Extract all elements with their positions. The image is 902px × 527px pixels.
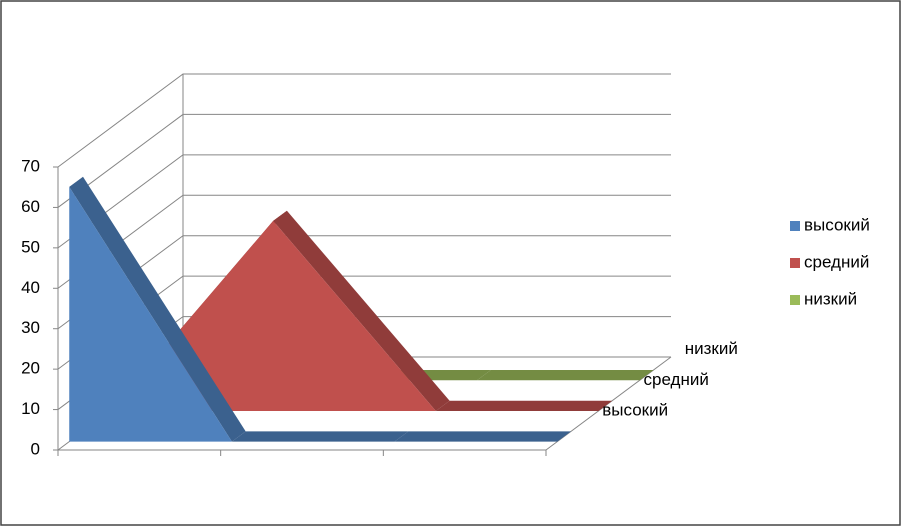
area-top — [231, 431, 409, 442]
area-top — [394, 431, 571, 442]
y-tick-label: 40 — [21, 278, 40, 297]
y-tick-label: 10 — [21, 399, 40, 418]
legend-label: низкий — [804, 289, 857, 308]
legend-swatch — [790, 295, 800, 305]
y-tick-label: 70 — [21, 156, 40, 175]
area — [110, 220, 599, 411]
y-tick-label: 50 — [21, 237, 40, 256]
area-top — [477, 370, 654, 381]
y-tick-label: 30 — [21, 318, 40, 337]
area-top — [435, 400, 613, 411]
y-tick-label: 60 — [21, 197, 40, 216]
depth-label: средний — [644, 370, 709, 389]
y-tick-label: 20 — [21, 359, 40, 378]
legend-swatch — [790, 221, 800, 231]
legend-label: высокий — [804, 215, 870, 234]
area-top — [69, 176, 246, 442]
depth-label: низкий — [685, 339, 738, 358]
legend-swatch — [790, 258, 800, 268]
depth-label: высокий — [602, 401, 668, 420]
legend-label: средний — [804, 252, 869, 271]
area — [69, 186, 558, 442]
area-top — [273, 210, 450, 411]
y-tick-label: 0 — [31, 439, 40, 458]
